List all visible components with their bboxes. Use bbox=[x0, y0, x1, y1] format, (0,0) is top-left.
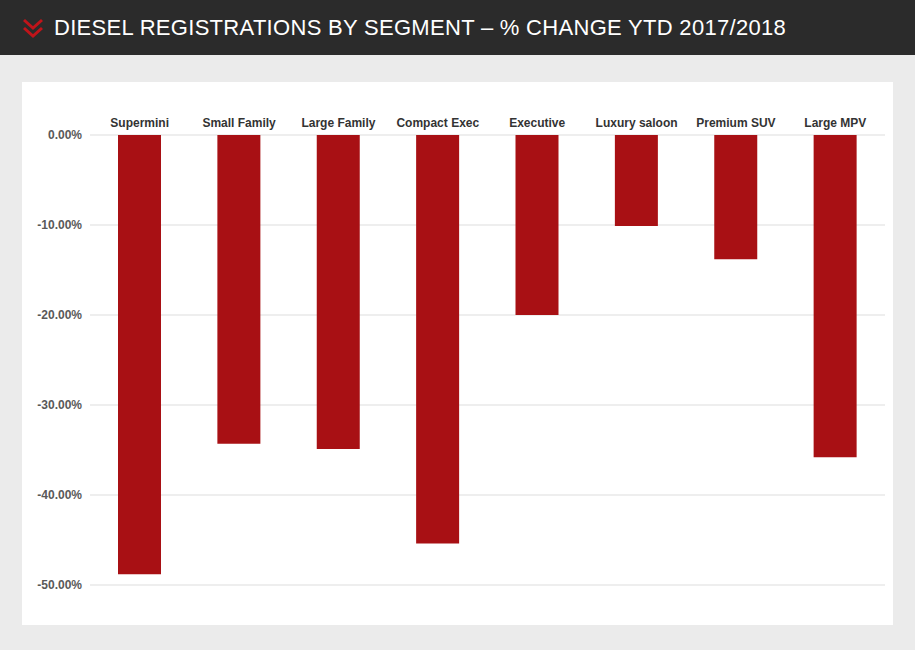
svg-text:Supermini: Supermini bbox=[110, 116, 169, 130]
svg-text:-50.00%: -50.00% bbox=[37, 578, 82, 592]
svg-text:Compact Exec: Compact Exec bbox=[396, 116, 479, 130]
svg-text:Executive: Executive bbox=[509, 116, 565, 130]
svg-text:Large Family: Large Family bbox=[301, 116, 375, 130]
svg-text:-30.00%: -30.00% bbox=[37, 398, 82, 412]
svg-text:0.00%: 0.00% bbox=[48, 128, 82, 142]
svg-text:-20.00%: -20.00% bbox=[37, 308, 82, 322]
svg-text:-40.00%: -40.00% bbox=[37, 488, 82, 502]
svg-text:-10.00%: -10.00% bbox=[37, 218, 82, 232]
svg-text:Luxury saloon: Luxury saloon bbox=[596, 116, 678, 130]
html-text:DIESEL REGISTRATIONS BY SEGMEN: DIESEL REGISTRATIONS BY SEGMENT – % CHAN… bbox=[54, 14, 786, 40]
svg-text:Small Family: Small Family bbox=[202, 116, 276, 130]
svg-text:Premium SUV: Premium SUV bbox=[696, 116, 775, 130]
svg-text:Large MPV: Large MPV bbox=[804, 116, 866, 130]
